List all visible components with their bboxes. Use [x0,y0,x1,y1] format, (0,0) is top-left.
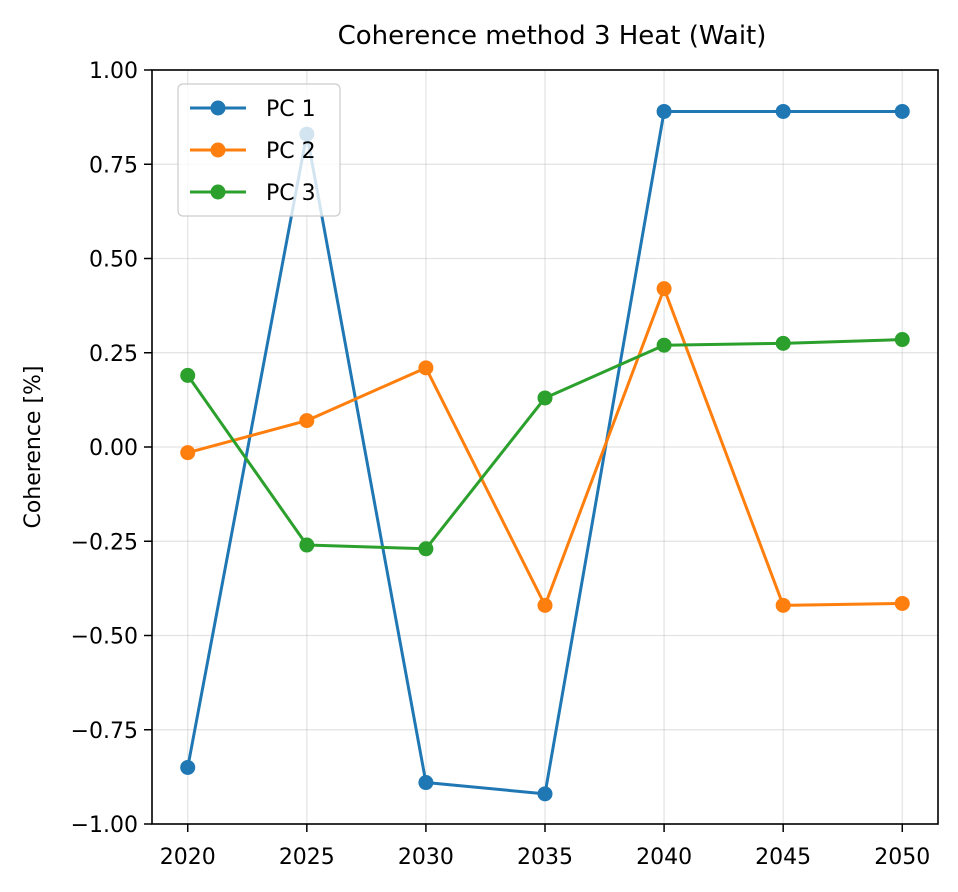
y-tick-label: 1.00 [89,59,138,84]
y-tick-label: 0.00 [89,436,138,461]
y-tick-label: −0.25 [71,530,138,555]
x-tick-label: 2030 [398,845,454,870]
legend-item: PC 2 [190,139,316,164]
data-point [656,103,672,119]
y-axis: −1.00 −0.75 −0.50 −0.25 0.00 0.25 0.50 0.75 1.00 [71,59,152,838]
x-tick-label: 2025 [279,845,335,870]
x-tick-label: 2035 [517,845,573,870]
data-point [180,445,196,461]
data-point [418,360,434,376]
data-point [418,541,434,557]
data-point [537,390,553,406]
legend-item: PC 3 [190,181,316,206]
data-point [180,367,196,383]
data-point [299,537,315,553]
data-point [656,337,672,353]
y-axis-title: Coherence [%] [21,365,46,528]
data-point [775,335,791,351]
x-tick-label: 2040 [636,845,692,870]
series-2 [180,281,910,613]
legend-label: PC 3 [266,181,316,206]
y-tick-label: −0.75 [71,719,138,744]
x-tick-label: 2020 [160,845,216,870]
legend-label: PC 1 [266,97,316,122]
legend-label: PC 2 [266,139,316,164]
data-point [656,281,672,297]
data-point [180,759,196,775]
x-tick-label: 2045 [755,845,811,870]
legend: PC 1 PC 2 PC 3 [177,83,341,217]
data-point [775,103,791,119]
y-tick-label: −1.00 [71,813,138,838]
data-point [894,103,910,119]
x-axis: 2020 2025 2030 2035 2040 2045 2050 [160,824,930,870]
legend-marker [210,142,226,158]
y-tick-label: 0.75 [89,153,138,178]
y-tick-label: 0.50 [89,248,138,273]
legend-frame [177,83,341,217]
chart-title: Coherence method 3 Heat (Wait) [338,21,767,51]
legend-marker [210,184,226,200]
data-point [537,597,553,613]
data-point [775,597,791,613]
grid [152,69,938,825]
y-tick-label: −0.50 [71,625,138,650]
data-point [418,775,434,791]
data-point [537,786,553,802]
legend-marker [210,100,226,116]
series-3 [180,332,910,557]
data-point [299,413,315,429]
legend-item: PC 1 [190,97,316,122]
y-tick-label: 0.25 [89,342,138,367]
data-point [894,595,910,611]
data-point [894,332,910,348]
x-tick-label: 2050 [874,845,930,870]
